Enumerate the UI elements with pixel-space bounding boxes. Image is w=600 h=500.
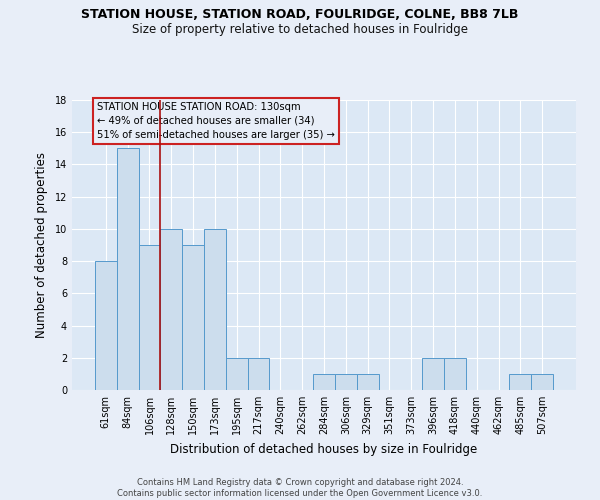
Text: STATION HOUSE STATION ROAD: 130sqm
← 49% of detached houses are smaller (34)
51%: STATION HOUSE STATION ROAD: 130sqm ← 49%… xyxy=(97,102,335,140)
Bar xyxy=(335,374,357,390)
Text: Size of property relative to detached houses in Foulridge: Size of property relative to detached ho… xyxy=(132,22,468,36)
Bar xyxy=(357,374,379,390)
Bar xyxy=(422,358,444,390)
Bar xyxy=(182,245,204,390)
X-axis label: Distribution of detached houses by size in Foulridge: Distribution of detached houses by size … xyxy=(170,442,478,456)
Bar xyxy=(248,358,269,390)
Bar xyxy=(226,358,248,390)
Bar xyxy=(160,229,182,390)
Bar xyxy=(204,229,226,390)
Bar xyxy=(95,261,117,390)
Text: STATION HOUSE, STATION ROAD, FOULRIDGE, COLNE, BB8 7LB: STATION HOUSE, STATION ROAD, FOULRIDGE, … xyxy=(82,8,518,20)
Bar xyxy=(509,374,531,390)
Bar xyxy=(313,374,335,390)
Bar xyxy=(531,374,553,390)
Bar xyxy=(139,245,160,390)
Text: Contains HM Land Registry data © Crown copyright and database right 2024.
Contai: Contains HM Land Registry data © Crown c… xyxy=(118,478,482,498)
Bar xyxy=(117,148,139,390)
Bar xyxy=(444,358,466,390)
Y-axis label: Number of detached properties: Number of detached properties xyxy=(35,152,48,338)
